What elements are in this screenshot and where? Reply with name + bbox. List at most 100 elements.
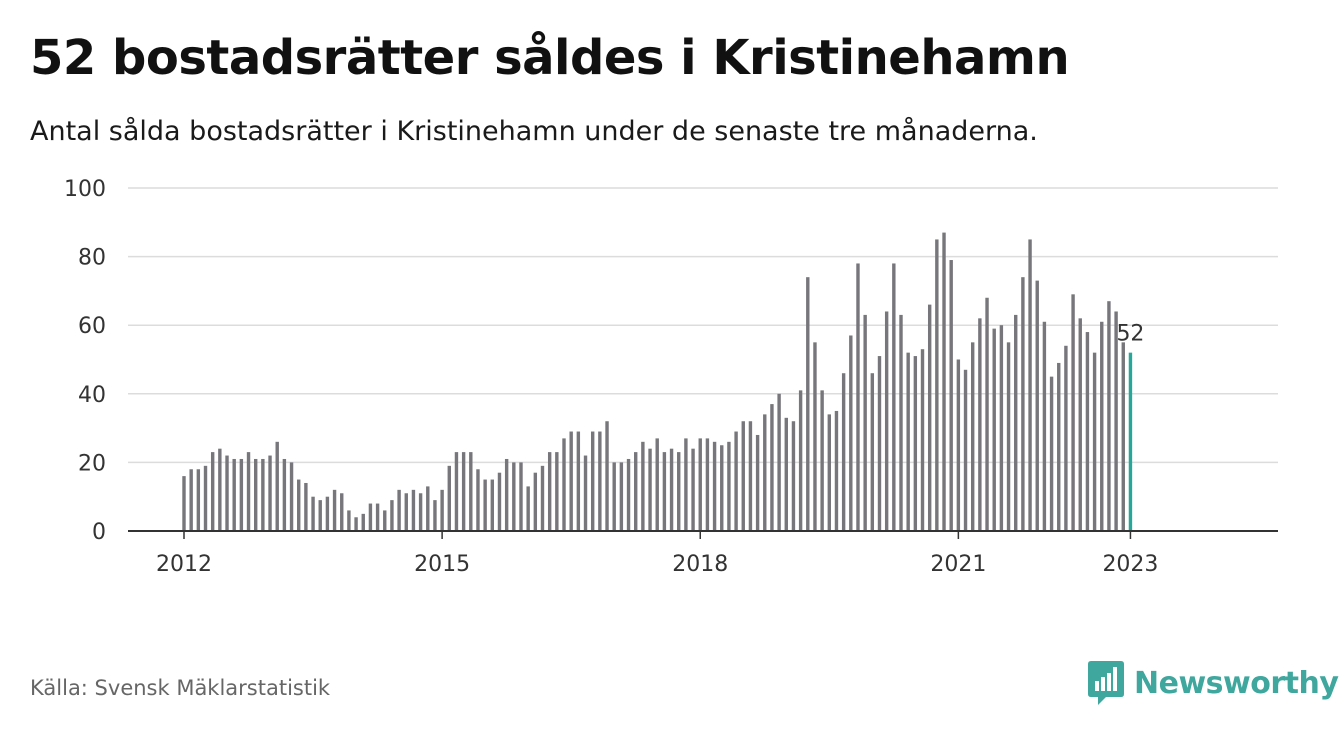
bar (1114, 311, 1118, 531)
bar (261, 458, 265, 531)
bar (189, 469, 193, 531)
bar (1021, 277, 1025, 531)
bar (397, 489, 401, 531)
bar (841, 373, 846, 531)
bar (849, 335, 853, 531)
bar (490, 479, 495, 531)
bar (619, 462, 624, 531)
bar (698, 438, 702, 531)
bar (390, 500, 394, 531)
bar (798, 390, 803, 531)
bar (705, 438, 710, 531)
y-tick-label: 40 (78, 383, 106, 408)
bar (210, 452, 215, 531)
bar (1042, 321, 1047, 531)
bar (583, 455, 588, 531)
bar (763, 414, 767, 531)
bar (648, 448, 652, 531)
bar (404, 493, 408, 531)
bar (440, 489, 444, 531)
bar (1028, 239, 1032, 531)
bar (1057, 362, 1061, 531)
bar (992, 328, 996, 531)
y-tick-label: 80 (78, 246, 106, 271)
bar (942, 232, 946, 531)
bar (920, 349, 925, 531)
bar (935, 239, 939, 531)
y-axis-ticks: 0 20 40 60 80 100 (64, 177, 106, 545)
bars (182, 232, 1133, 531)
bar (834, 410, 839, 531)
bar (1006, 342, 1011, 531)
bar (512, 462, 516, 531)
y-tick-label: 20 (78, 451, 106, 476)
bar (576, 431, 581, 531)
bar (612, 462, 616, 531)
bar (547, 452, 552, 531)
bar (784, 417, 788, 531)
bar (777, 393, 781, 531)
bar (734, 431, 738, 531)
newsworthy-logo-icon (1088, 661, 1124, 705)
bar (368, 503, 373, 531)
bar (433, 500, 437, 531)
bar (856, 263, 860, 531)
x-tick-label: 2012 (156, 552, 212, 577)
bar (519, 462, 523, 531)
bar (461, 452, 466, 531)
bar (1014, 314, 1018, 531)
bar (239, 458, 244, 531)
bar (268, 455, 272, 531)
bar (641, 441, 645, 531)
x-tick-label: 2018 (672, 552, 728, 577)
bar (289, 462, 294, 531)
bar (504, 458, 509, 531)
y-tick-label: 0 (92, 520, 106, 545)
bar (877, 356, 882, 531)
bar (720, 445, 724, 531)
gridlines (128, 187, 1278, 464)
bar (727, 441, 731, 531)
bar (1035, 280, 1039, 531)
x-axis-ticks: 2012 2015 2018 2021 2023 (156, 531, 1158, 577)
bar (218, 448, 222, 531)
bar (304, 482, 308, 531)
bar (447, 465, 451, 531)
chart-subtitle: Antal sålda bostadsrätter i Kristinehamn… (30, 116, 1038, 147)
bar (332, 489, 337, 531)
latest-value-label: 52 (1116, 322, 1144, 347)
bar (806, 277, 810, 531)
bar-latest (1128, 352, 1133, 531)
bar (562, 438, 566, 531)
bar (1078, 318, 1082, 531)
bar (297, 479, 301, 531)
bar (677, 452, 681, 531)
bar (203, 465, 208, 531)
bar (956, 359, 961, 531)
bar (741, 421, 745, 531)
bar (540, 465, 545, 531)
bar (748, 421, 753, 531)
bar (813, 342, 817, 531)
bar (196, 469, 201, 531)
bar (347, 510, 351, 531)
bar (469, 452, 473, 531)
bar (755, 434, 760, 531)
bar (497, 472, 502, 531)
bar (1092, 352, 1097, 531)
bar (1107, 301, 1111, 531)
bar (978, 318, 982, 531)
bar (791, 421, 796, 531)
brand-logo: Newsworthy (1088, 660, 1339, 706)
x-tick-label: 2021 (930, 552, 986, 577)
bar (999, 325, 1004, 531)
chart-title: 52 bostadsrätter såldes i Kristinehamn (30, 30, 1070, 86)
bar (476, 469, 480, 531)
bar (325, 496, 330, 531)
bar (555, 452, 559, 531)
bar (311, 496, 315, 531)
source-note: Källa: Svensk Mäklarstatistik (30, 676, 331, 700)
bar (820, 390, 824, 531)
bar (483, 479, 487, 531)
x-tick-label: 2015 (414, 552, 470, 577)
